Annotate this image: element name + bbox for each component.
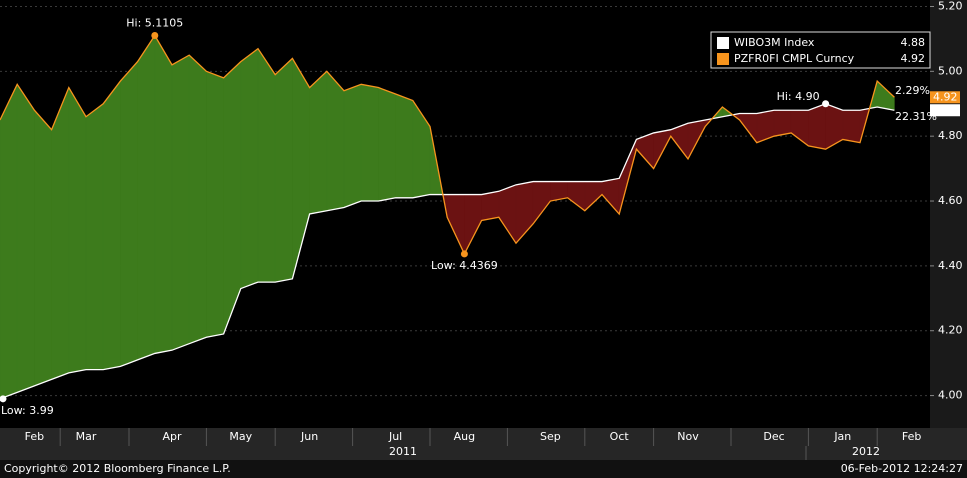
- y-tick-label: 4.00: [938, 389, 963, 402]
- spread-fill: [137, 34, 156, 361]
- y-tick-label: 4.20: [938, 324, 963, 337]
- legend-label: PZFR0FI CMPL Curncy: [734, 52, 855, 65]
- spread-fill: [395, 93, 414, 199]
- legend-swatch: [717, 53, 729, 65]
- spread-fill: [34, 109, 52, 387]
- spread-fill: [0, 84, 18, 400]
- x-tick-label: May: [229, 430, 252, 443]
- x-tick-label: Nov: [677, 430, 699, 443]
- spread-fill: [274, 57, 293, 283]
- x-tick-label: Aug: [454, 430, 475, 443]
- x-tick-label: Oct: [610, 430, 630, 443]
- extreme-label: Hi: 4.90: [777, 90, 820, 103]
- spread-fill: [842, 109, 861, 143]
- x-tick-label: Feb: [25, 430, 44, 443]
- x-tick-label: Mar: [76, 430, 97, 443]
- spread-fill: [240, 48, 259, 289]
- spread-fill: [154, 34, 173, 354]
- y-axis-band: [930, 0, 967, 428]
- spread-fill: [360, 84, 379, 202]
- extreme-label: Low: 3.99: [1, 404, 54, 417]
- footer-band: [0, 460, 967, 478]
- spread-fill: [171, 54, 190, 351]
- copyright: Copyright© 2012 Bloomberg Finance L.P.: [4, 462, 231, 475]
- spread-fill: [326, 70, 345, 212]
- last-value-tag: [930, 91, 960, 104]
- spread-fill: [223, 61, 242, 335]
- spread-fill: [16, 83, 35, 393]
- spread-label: 22.31%: [895, 110, 937, 123]
- y-tick-label: 4.60: [938, 194, 963, 207]
- extreme-point: [0, 395, 7, 403]
- spread-fill: [343, 83, 362, 208]
- extreme-point: [151, 32, 159, 40]
- x-tick-label: Apr: [162, 430, 182, 443]
- extreme-label: Hi: 5.1105: [126, 17, 183, 30]
- year-label: 2012: [852, 445, 880, 458]
- spread-fill: [188, 54, 207, 345]
- spread-fill: [309, 70, 328, 215]
- legend-value: 4.88: [901, 36, 926, 49]
- y-tick-label: 4.40: [938, 259, 963, 272]
- spread-fill: [378, 87, 396, 202]
- x-axis-band: [0, 428, 967, 460]
- extreme-point: [460, 250, 468, 258]
- x-tick-label: Dec: [763, 430, 784, 443]
- spread-fill: [51, 87, 70, 380]
- x-tick-label: Jul: [388, 430, 402, 443]
- x-tick-label: Sep: [540, 430, 561, 443]
- series-line: [0, 34, 895, 256]
- spread-fill: [773, 109, 792, 137]
- y-tick-label: 5.20: [938, 0, 963, 12]
- spread-fill: [808, 103, 826, 150]
- spread-fill: [481, 191, 500, 221]
- last-value-label: 4.92: [933, 90, 958, 103]
- spread-fill: [120, 60, 138, 367]
- legend-box: [710, 31, 931, 69]
- legend: WIBO3M Index 4.88 PZFR0FI CMPL Curncy 4.92: [710, 31, 931, 69]
- timestamp: 06-Feb-2012 12:24:27: [841, 462, 963, 475]
- spread-fill: [85, 103, 104, 370]
- x-tick-label: Feb: [902, 430, 921, 443]
- extreme-label: Low: 4.4369: [431, 259, 498, 272]
- series-line: [0, 103, 895, 400]
- legend-label: WIBO3M Index: [734, 36, 815, 49]
- last-value-label: 4.88: [933, 103, 958, 116]
- extreme-point: [822, 100, 830, 108]
- spread-fill: [257, 47, 276, 283]
- spread-label: 2.29%: [895, 84, 930, 97]
- spread-fill: [68, 86, 87, 374]
- last-value-tag: [930, 104, 960, 117]
- x-tick-label: Jun: [300, 430, 318, 443]
- y-tick-label: 4.80: [938, 129, 963, 142]
- legend-swatch: [717, 37, 729, 49]
- x-tick-label: Jan: [833, 430, 851, 443]
- spread-fill: [102, 80, 121, 370]
- legend-value: 4.92: [901, 52, 926, 65]
- year-label: 2011: [389, 445, 417, 458]
- y-tick-label: 5.00: [938, 64, 963, 77]
- spread-fill: [206, 70, 224, 338]
